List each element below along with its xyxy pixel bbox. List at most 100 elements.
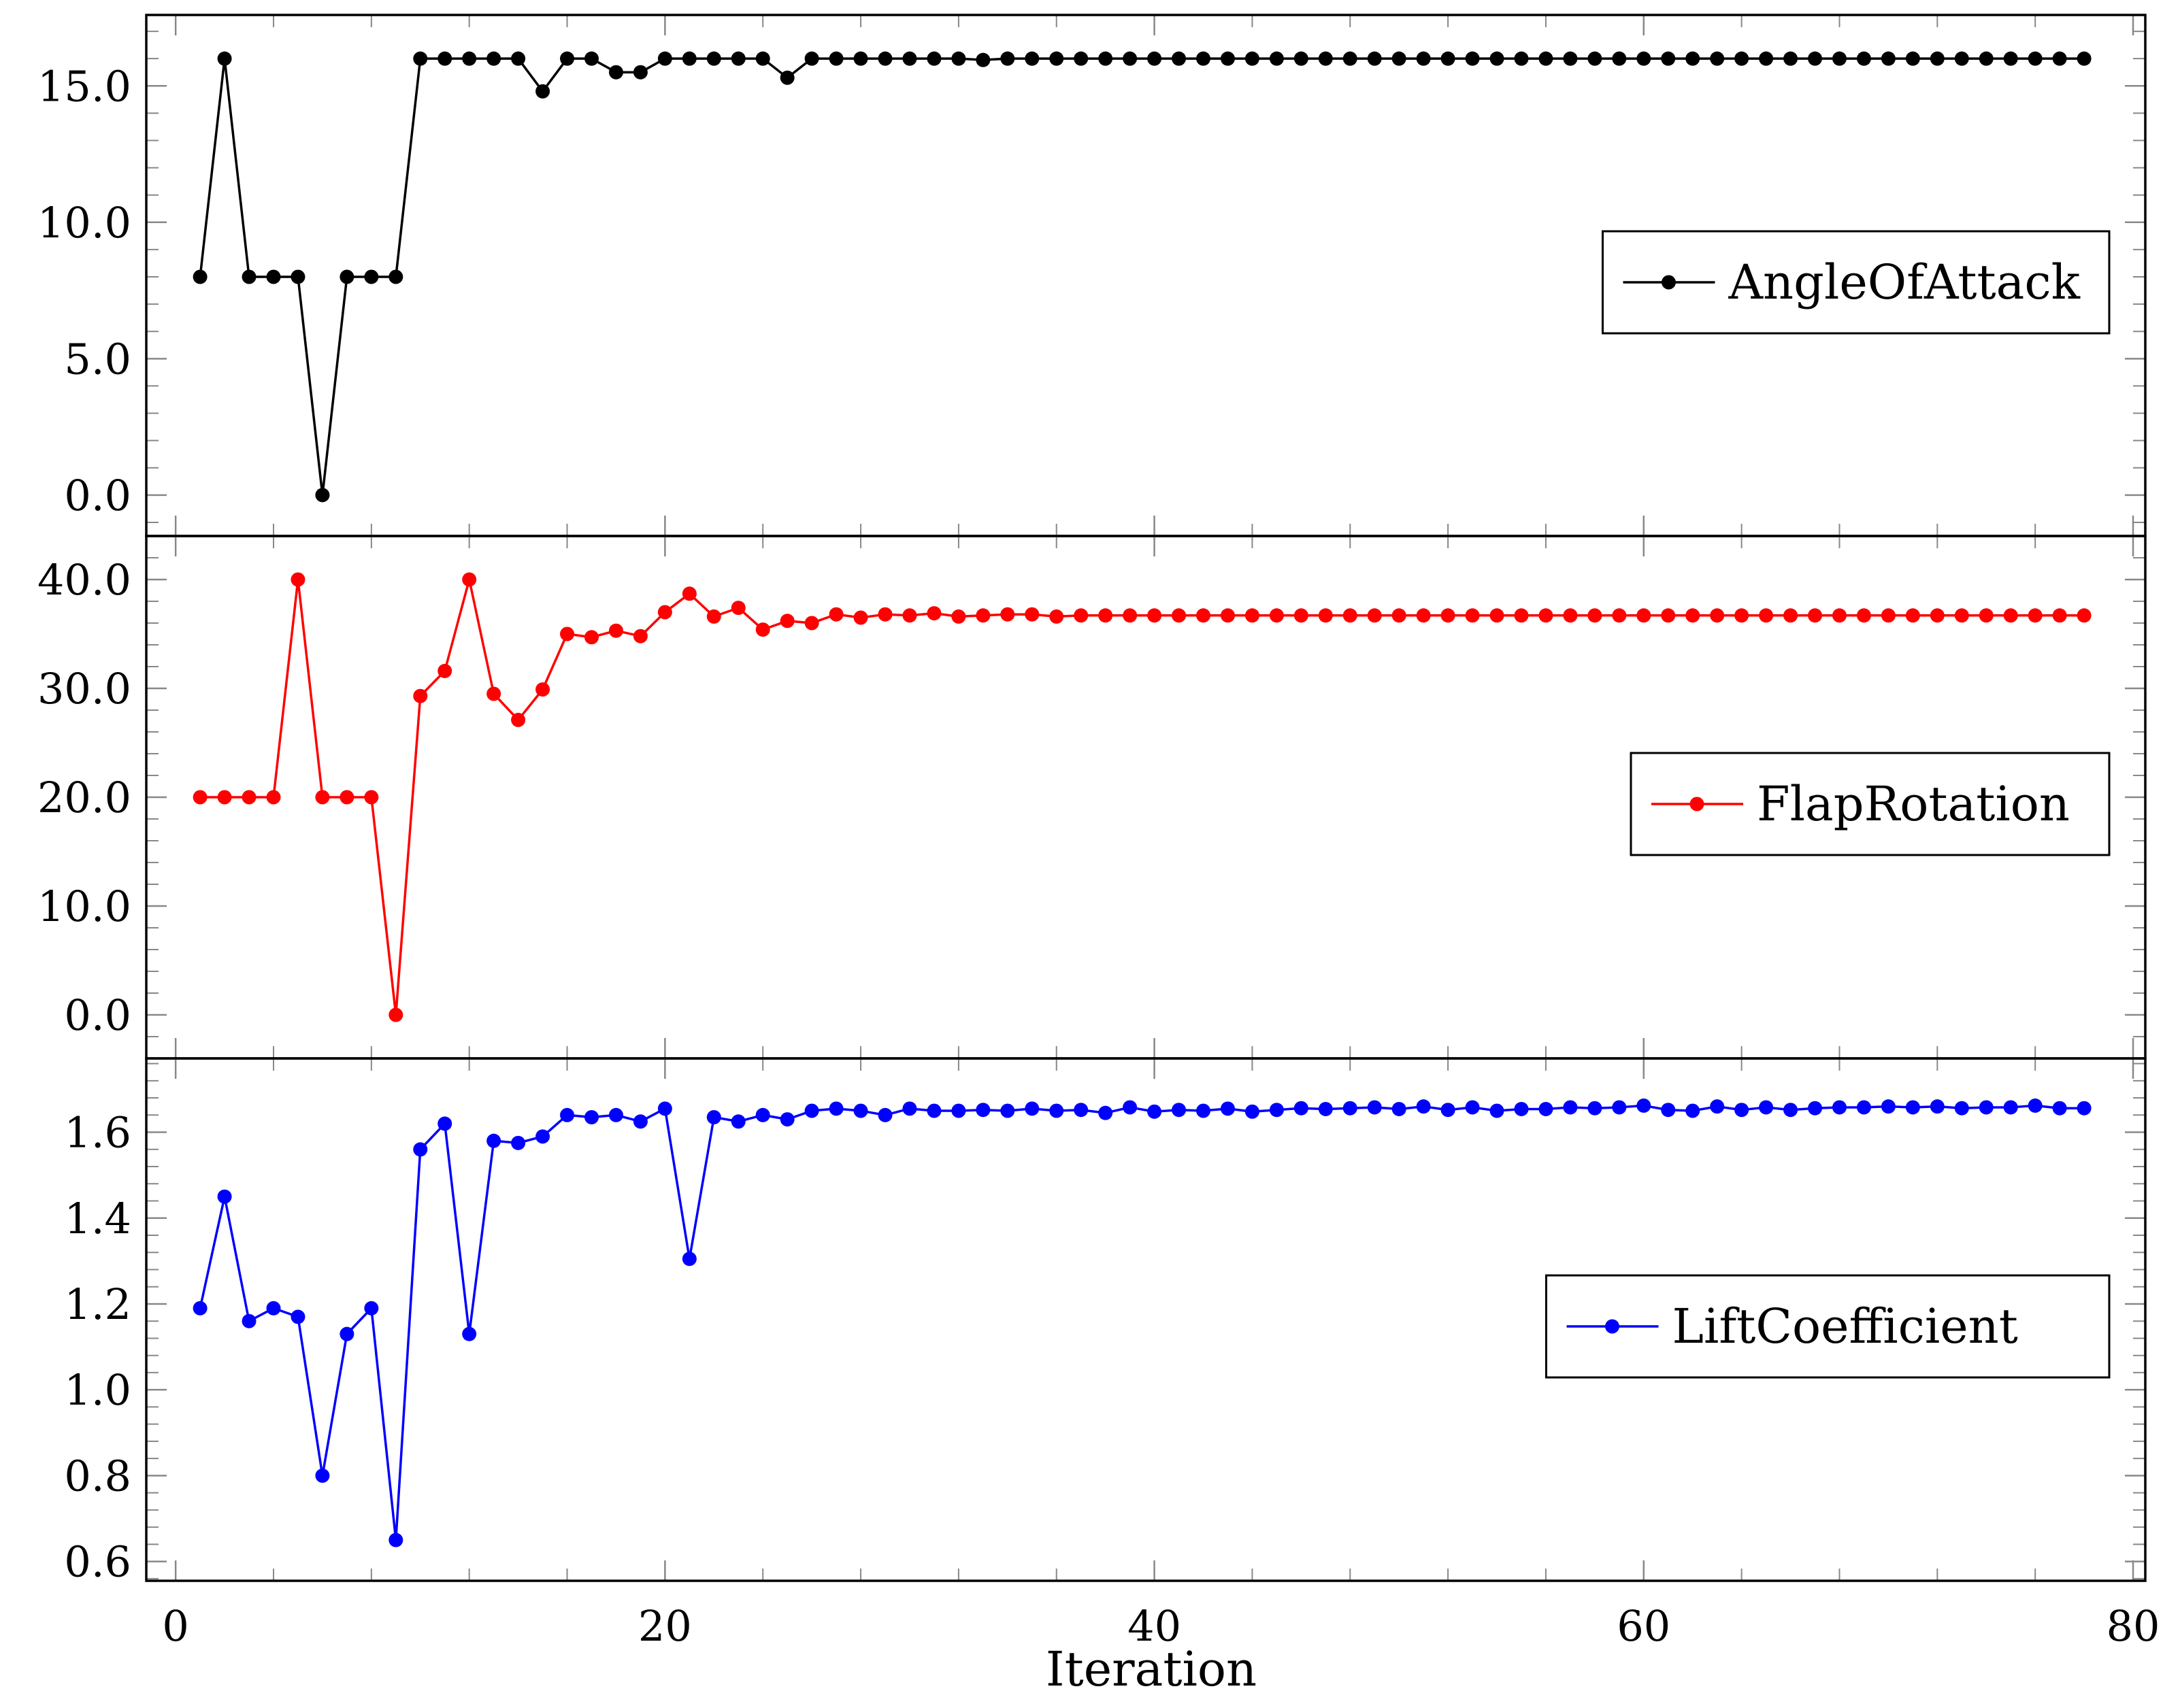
data-point (1074, 608, 1089, 623)
data-point (731, 1114, 746, 1129)
data-point (2028, 608, 2043, 623)
data-point (1808, 51, 1823, 66)
y-tick-label: 40.0 (37, 555, 131, 605)
data-point (1440, 608, 1455, 623)
data-point (1440, 51, 1455, 66)
data-point (1318, 1101, 1333, 1116)
data-point (1538, 608, 1553, 623)
data-point (927, 1103, 942, 1118)
legend-label: FlapRotation (1757, 776, 2070, 832)
data-point (1123, 608, 1138, 623)
data-point (364, 269, 379, 284)
data-point (486, 686, 501, 701)
data-point (780, 70, 795, 85)
data-point (535, 682, 550, 697)
data-point (1147, 1104, 1162, 1119)
data-point (1196, 51, 1211, 66)
data-point (1342, 608, 1357, 623)
data-point (1489, 608, 1504, 623)
data-point (1759, 51, 1774, 66)
data-point (291, 572, 305, 587)
data-point (1954, 608, 1969, 623)
data-point (2052, 608, 2067, 623)
data-point (1979, 1100, 1994, 1115)
data-point (1905, 51, 1920, 66)
data-point (1489, 1103, 1504, 1118)
data-point (584, 1109, 599, 1124)
data-point (1123, 51, 1138, 66)
y-tick-label: 30.0 (37, 664, 131, 714)
data-point (1220, 51, 1235, 66)
data-point (608, 65, 623, 80)
data-point (1269, 608, 1284, 623)
legend-marker (1662, 275, 1676, 290)
data-point (878, 607, 893, 622)
data-point (1538, 51, 1553, 66)
data-point (1147, 51, 1162, 66)
data-point (804, 51, 819, 66)
x-tick-label: 20 (638, 1601, 692, 1651)
data-point (804, 1103, 819, 1118)
data-point (1808, 1101, 1823, 1116)
data-point (437, 1116, 452, 1131)
data-point (976, 608, 991, 623)
data-point (1587, 51, 1602, 66)
data-point (1244, 608, 1259, 623)
data-point (266, 790, 281, 805)
data-point (2003, 51, 2018, 66)
data-point (1000, 51, 1015, 66)
data-point (927, 606, 942, 621)
data-point (1244, 51, 1259, 66)
data-point (951, 609, 966, 624)
data-point (1612, 608, 1627, 623)
data-point (266, 269, 281, 284)
data-point (1783, 51, 1798, 66)
y-tick-label: 15.0 (37, 61, 131, 111)
data-point (1440, 1103, 1455, 1118)
data-point (437, 663, 452, 678)
data-point (1710, 51, 1725, 66)
data-point (706, 609, 721, 624)
data-point (1391, 1101, 1406, 1116)
data-point (878, 51, 893, 66)
data-point (364, 1301, 379, 1316)
data-point (291, 1309, 305, 1324)
data-point (976, 52, 991, 67)
data-point (1856, 51, 1871, 66)
data-point (1636, 608, 1651, 623)
data-point (1465, 51, 1480, 66)
data-point (657, 51, 672, 66)
data-point (1049, 1103, 1064, 1118)
data-point (584, 51, 599, 66)
data-point (2077, 1101, 2092, 1116)
y-tick-label: 1.4 (64, 1194, 131, 1243)
data-point (1074, 1103, 1089, 1118)
data-point (1734, 1103, 1749, 1118)
data-point (266, 1301, 281, 1316)
data-point (706, 1109, 721, 1124)
legend-label: LiftCoefficient (1672, 1299, 2018, 1354)
data-point (1930, 1099, 1945, 1114)
data-point (755, 51, 770, 66)
data-point (1391, 51, 1406, 66)
data-point (1759, 1100, 1774, 1115)
data-point (511, 51, 526, 66)
data-point (1661, 1103, 1676, 1118)
data-point (364, 790, 379, 805)
data-point (1025, 607, 1040, 622)
data-point (902, 608, 917, 623)
data-point (413, 1142, 428, 1157)
data-point (682, 51, 697, 66)
legend-label: AngleOfAttack (1728, 254, 2081, 310)
data-point (1759, 608, 1774, 623)
data-point (1661, 608, 1676, 623)
data-point (535, 1129, 550, 1144)
x-tick-label: 0 (162, 1601, 188, 1651)
data-point (315, 1468, 330, 1483)
data-point (1269, 1103, 1284, 1118)
data-point (1049, 51, 1064, 66)
data-point (413, 51, 428, 66)
data-point (1538, 1101, 1553, 1116)
data-point (389, 1007, 403, 1022)
